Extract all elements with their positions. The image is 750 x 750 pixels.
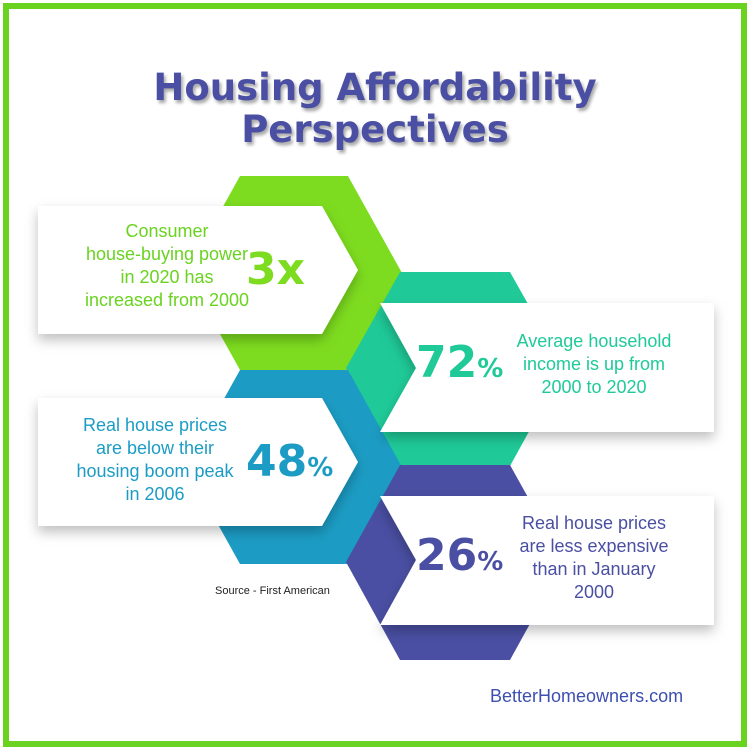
page-title-line2: Perspectives: [241, 108, 509, 151]
stat-text-line: are below their: [95, 438, 215, 458]
stat-suffix: %: [477, 354, 504, 384]
stat-text-line: 2000: [573, 582, 615, 602]
stat-value-house-prices-peak: 48%: [246, 437, 333, 493]
stat-value: 72: [416, 337, 478, 388]
card-house-prices-2000: [380, 496, 714, 625]
stat-value: 3x: [246, 244, 305, 295]
card-household-income: [380, 303, 714, 432]
stat-text-household-income: Average household income is up from 2000…: [508, 330, 680, 399]
stat-text-line: Average household: [516, 331, 672, 351]
stat-value: 48: [246, 436, 308, 487]
source-note: Source - First American: [215, 585, 330, 597]
brand-footer: BetterHomeowners.com: [490, 686, 684, 706]
stat-text-house-prices-2000: Real house prices are less expensive tha…: [508, 512, 680, 604]
stat-text-line: are less expensive: [519, 536, 669, 556]
stat-text-line: Real house prices: [521, 513, 667, 533]
stat-text-line: housing boom peak: [76, 461, 234, 481]
stat-text-buying-power: Consumer house-buying power in 2020 has …: [64, 220, 270, 312]
stat-text-line: than in January: [532, 559, 656, 579]
stat-value-house-prices-2000: 26%: [416, 531, 503, 587]
card-house-prices-peak: [38, 398, 358, 526]
page-title-line1: Housing Affordability: [153, 66, 597, 109]
stat-text-house-prices-peak: Real house prices are below their housin…: [58, 414, 252, 506]
stat-text-line: increased from 2000: [84, 290, 250, 310]
card-buying-power: [38, 206, 358, 334]
stat-text-line: house-buying power: [85, 244, 249, 264]
stat-value-household-income: 72%: [416, 338, 503, 394]
stat-value: 26: [416, 530, 478, 581]
stat-text-line: Consumer: [125, 221, 209, 241]
stat-value-buying-power: 3x: [246, 245, 305, 301]
stat-text-line: in 2020 has: [120, 267, 214, 287]
stat-suffix: %: [477, 547, 504, 577]
stat-suffix: %: [307, 453, 334, 483]
stat-text-line: income is up from: [522, 354, 666, 374]
stat-text-line: Real house prices: [82, 415, 228, 435]
stat-text-line: in 2006: [125, 484, 185, 504]
stat-text-line: 2000 to 2020: [541, 377, 647, 397]
outer-border: [3, 3, 747, 747]
